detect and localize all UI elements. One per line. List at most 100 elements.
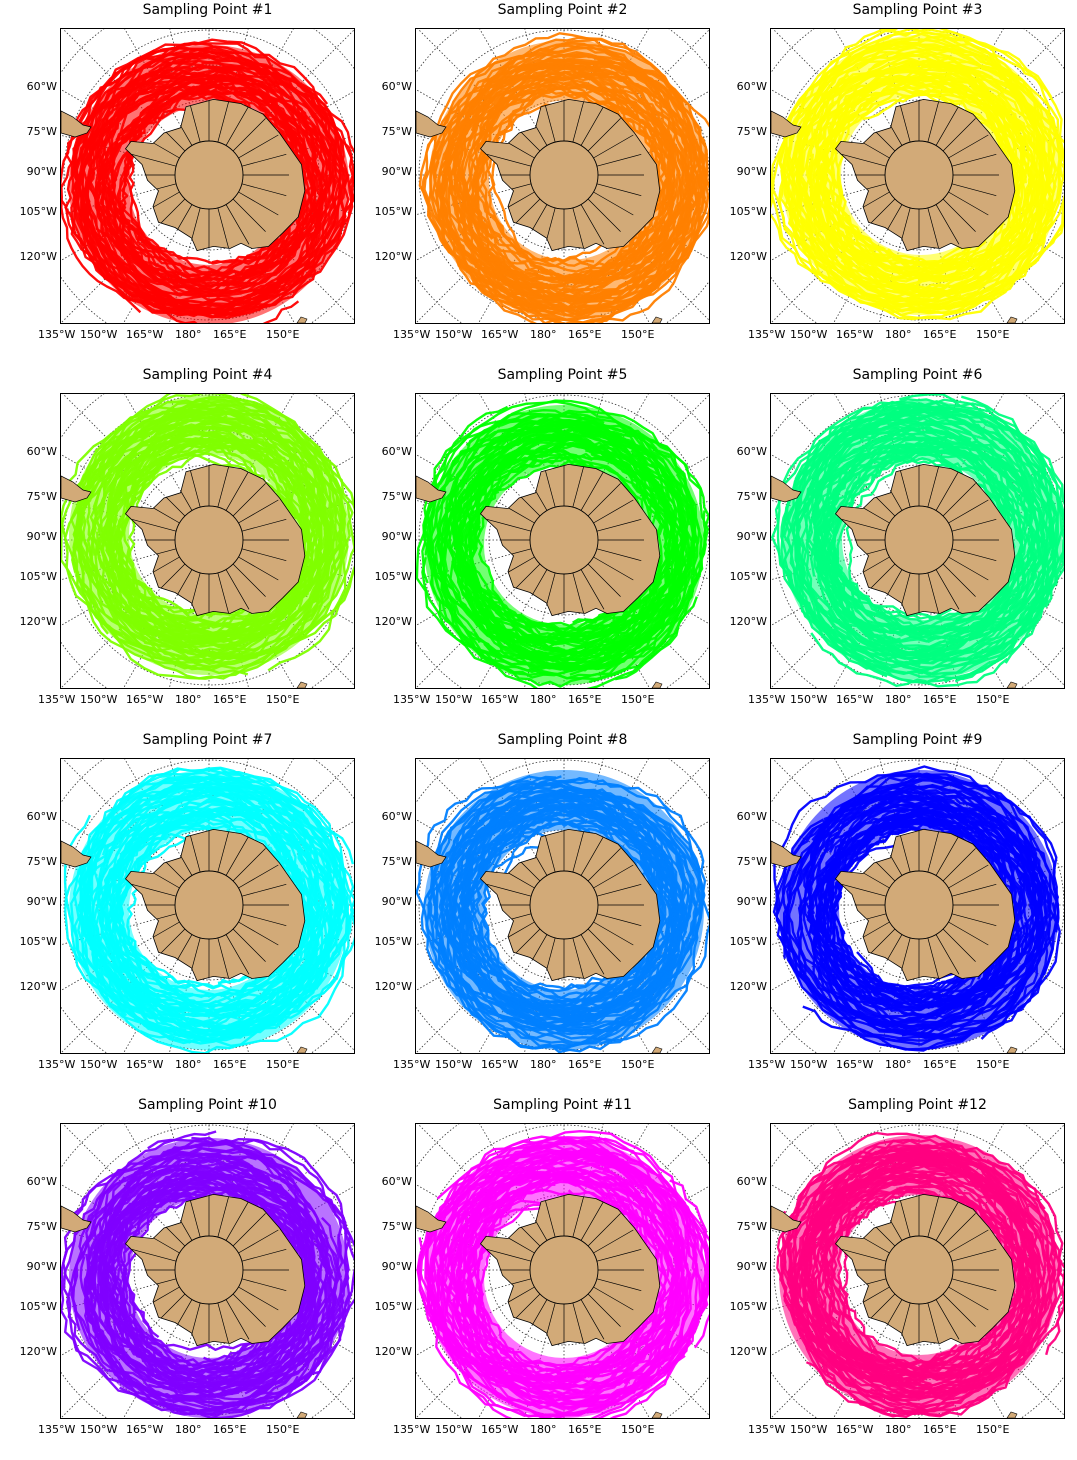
map-axes — [415, 1123, 710, 1419]
lat-tick-label: 105°W — [19, 570, 57, 583]
trajectory-path — [783, 406, 1063, 680]
trajectory-path — [100, 775, 337, 1039]
trajectory-path — [814, 78, 1025, 281]
lon-tick-label: 150°E — [266, 693, 300, 706]
lat-tick-label: 60°W — [26, 80, 57, 93]
pole-circle — [529, 870, 599, 940]
trajectory-path — [834, 429, 1025, 635]
map-plot — [416, 394, 709, 688]
pole-circle — [884, 140, 954, 210]
lon-tick-label: 165°W — [836, 328, 874, 341]
particle-trajectories — [418, 32, 709, 323]
map-plot — [416, 29, 709, 323]
lon-tick-label: 165°W — [481, 1058, 519, 1071]
lon-tick-label: 165°E — [923, 1423, 957, 1436]
lat-tick-label: 120°W — [729, 615, 767, 628]
trajectory-path — [478, 827, 651, 1004]
landmass-speck — [1006, 316, 1018, 323]
trajectory-path — [826, 444, 1005, 621]
lat-tick-label: 75°W — [381, 855, 412, 868]
panel-title: Sampling Point #5 — [497, 367, 628, 383]
lon-tick-label: 180° — [175, 1423, 202, 1436]
panel-title: Sampling Point #7 — [142, 732, 273, 748]
lon-tick-label: 165°E — [568, 328, 602, 341]
lat-tick-label: 75°W — [736, 1220, 767, 1233]
lon-tick-label: 165°W — [126, 693, 164, 706]
landmass-speck — [651, 1046, 663, 1053]
trajectory-path — [449, 1163, 685, 1394]
lon-tick-label: 165°E — [923, 1058, 957, 1071]
map-axes — [415, 393, 710, 689]
trajectory-path — [822, 808, 1040, 1023]
lon-tick-label: 135°W — [393, 328, 431, 341]
lon-tick-label: 135°W — [38, 328, 76, 341]
landmass-speck — [651, 316, 663, 323]
map-panel: Sampling Point #3 60°W 75°W 90°W 105°W 120°W 1… — [710, 0, 1065, 365]
trajectory-path — [788, 789, 1042, 1032]
trajectory-path — [802, 775, 1054, 1042]
trajectory-path — [459, 1167, 652, 1371]
lon-tick-label: 165°E — [923, 693, 957, 706]
trajectory-path — [96, 69, 329, 298]
trajectory-path — [443, 71, 675, 302]
trajectory-path — [453, 455, 653, 634]
lat-tick-label: 75°W — [26, 490, 57, 503]
lat-tick-label: 105°W — [374, 935, 412, 948]
lat-tick-label: 90°W — [26, 1260, 57, 1273]
trajectory-path — [816, 1168, 1029, 1379]
map-panel: Sampling Point #6 60°W 75°W 90°W 105°W 120°W 1… — [710, 365, 1065, 730]
south-america-tip — [416, 1205, 447, 1233]
lat-tick-label: 75°W — [736, 125, 767, 138]
lat-tick-label: 90°W — [26, 165, 57, 178]
particle-trajectories — [416, 1130, 709, 1418]
pole-circle — [174, 140, 244, 210]
lon-tick-label: 180° — [530, 328, 557, 341]
trajectory-path — [85, 45, 350, 305]
lon-tick-label: 150°W — [435, 693, 473, 706]
particle-trajectories — [416, 399, 709, 688]
landmass-speck — [651, 1411, 663, 1418]
particle-trajectories — [61, 394, 354, 680]
south-america-tip — [416, 475, 447, 503]
map-plot — [416, 759, 709, 1053]
lat-tick-label: 105°W — [374, 570, 412, 583]
trajectory-path — [814, 74, 1035, 292]
south-america-tip — [416, 840, 447, 868]
trajectory-path — [95, 811, 315, 1018]
trajectory-path — [433, 61, 709, 321]
lon-tick-label: 150°W — [435, 1423, 473, 1436]
trajectory-path — [803, 1169, 1030, 1395]
map-panel: Sampling Point #2 60°W 75°W 90°W 105°W 120°W 1… — [355, 0, 710, 365]
trajectory-path — [466, 806, 677, 1012]
land-grid — [129, 829, 289, 981]
trajectory-path — [447, 799, 688, 1007]
map-plot — [771, 1124, 1064, 1418]
map-plot — [416, 1124, 709, 1418]
lon-tick-label: 165°W — [126, 1423, 164, 1436]
lon-tick-label: 180° — [530, 1058, 557, 1071]
map-panel: Sampling Point #12 60°W 75°W 90°W 105°W 120°W… — [710, 1095, 1065, 1460]
trajectory-path — [99, 79, 332, 280]
lat-tick-label: 60°W — [26, 1175, 57, 1188]
panel-title: Sampling Point #8 — [497, 732, 628, 748]
lat-tick-label: 75°W — [26, 855, 57, 868]
lon-tick-label: 150°W — [80, 1058, 118, 1071]
pole-circle — [174, 1235, 244, 1305]
trajectory-path — [82, 782, 342, 1034]
panel-title: Sampling Point #6 — [852, 367, 983, 383]
lon-tick-label: 165°W — [126, 1058, 164, 1071]
lon-tick-label: 165°E — [568, 1058, 602, 1071]
lon-tick-label: 165°W — [481, 693, 519, 706]
trajectory-path — [101, 775, 350, 1030]
lat-tick-label: 120°W — [19, 615, 57, 628]
trajectory-path — [786, 406, 1056, 664]
lat-tick-label: 90°W — [26, 530, 57, 543]
map-axes — [60, 758, 355, 1054]
trajectory-path — [109, 814, 298, 1012]
south-america-tip — [771, 475, 802, 503]
trajectory-path — [449, 57, 700, 314]
lat-tick-label: 60°W — [736, 810, 767, 823]
map-axes — [60, 1123, 355, 1419]
lon-tick-label: 165°W — [481, 1423, 519, 1436]
lat-tick-label: 90°W — [381, 165, 412, 178]
